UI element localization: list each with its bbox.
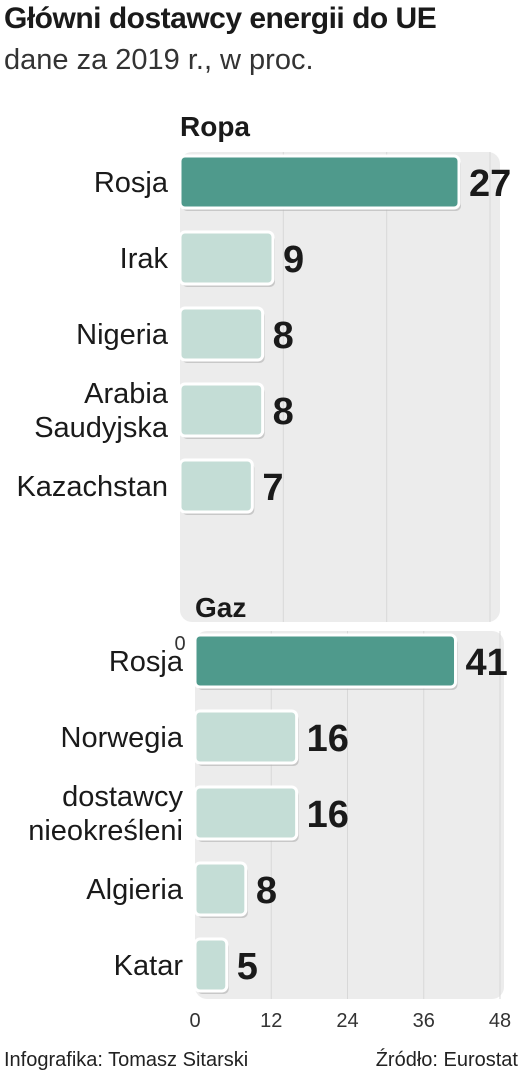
gas-value-label: 16 bbox=[307, 794, 349, 836]
gas-tick-label: 0 bbox=[189, 1010, 200, 1032]
oil-tick-label: 0 bbox=[174, 633, 185, 655]
oil-value-label: 27 bbox=[469, 163, 511, 205]
oil-value-label: 9 bbox=[283, 239, 304, 281]
oil-bar bbox=[178, 382, 265, 438]
oil-section-title: Ropa bbox=[180, 111, 250, 142]
gas-category-label: Algieria bbox=[86, 874, 184, 906]
gas-category-label: dostawcy nieokreśleni bbox=[28, 781, 183, 847]
gas-tick-label: 36 bbox=[413, 1010, 435, 1032]
gas-bar bbox=[193, 861, 248, 917]
oil-value-label: 7 bbox=[262, 467, 283, 509]
gas-category-label: Katar bbox=[114, 950, 184, 982]
oil-bar bbox=[178, 458, 254, 514]
gas-category-label: Rosja bbox=[109, 646, 184, 678]
oil-category-label: Nigeria bbox=[76, 319, 169, 351]
gas-tick-label: 24 bbox=[336, 1010, 358, 1032]
source-text: Źródło: Eurostat bbox=[375, 1049, 518, 1071]
gas-bar bbox=[193, 937, 229, 993]
oil-bar bbox=[178, 306, 265, 362]
oil-category-label: Irak bbox=[120, 243, 169, 275]
oil-value-label: 8 bbox=[273, 315, 294, 357]
gas-bar bbox=[193, 633, 458, 689]
gas-value-label: 41 bbox=[466, 642, 508, 684]
oil-category-label: Rosja bbox=[94, 167, 169, 199]
page-title: Główni dostawcy energii do UE bbox=[4, 2, 437, 35]
gas-category-label: Norwegia bbox=[61, 722, 184, 754]
gas-section-title: Gaz bbox=[195, 592, 246, 623]
page-subtitle: dane za 2019 r., w proc. bbox=[4, 44, 314, 76]
gas-value-label: 8 bbox=[256, 870, 277, 912]
gas-tick-label: 48 bbox=[489, 1010, 511, 1032]
gas-value-label: 5 bbox=[237, 946, 258, 988]
gas-tick-label: 12 bbox=[260, 1010, 282, 1032]
gas-chart: Gaz 41 Rosja 16 Norwegia 16 dostawcy nieokreśle… bbox=[28, 592, 511, 1032]
oil-value-label: 8 bbox=[273, 391, 294, 433]
gas-bar bbox=[193, 785, 299, 841]
credit-text: Infografika: Tomasz Sitarski bbox=[4, 1049, 249, 1071]
oil-bar bbox=[178, 154, 461, 210]
gas-bar bbox=[193, 709, 299, 765]
oil-category-label: Arabia Saudyjska bbox=[34, 378, 169, 444]
gas-value-label: 16 bbox=[307, 718, 349, 760]
oil-chart: Ropa 27 Rosja 9 Irak 8 Nigeria 8 Arabia Saudyjska… bbox=[16, 111, 511, 655]
oil-category-label: Kazachstan bbox=[16, 471, 168, 503]
oil-bar bbox=[178, 230, 275, 286]
